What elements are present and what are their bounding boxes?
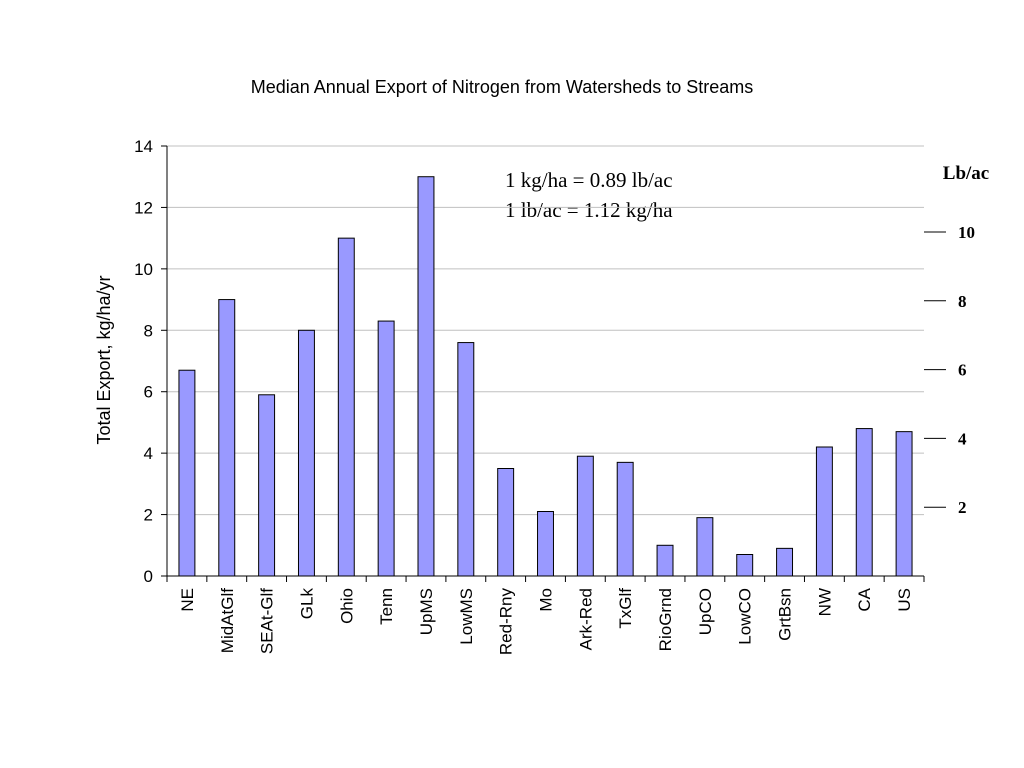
bar xyxy=(377,320,395,577)
y-axis-label: Total Export, kg/ha/yr xyxy=(94,275,114,444)
x-tick-label: Tenn xyxy=(377,588,396,625)
axes xyxy=(161,145,925,582)
x-tick-label: UpMS xyxy=(417,588,436,635)
x-tick-label: Ark-Red xyxy=(576,588,595,650)
chart-title: Median Annual Export of Nitrogen from Wa… xyxy=(251,77,754,97)
x-tick-label: MidAtGlf xyxy=(218,588,237,653)
x-tick-label: LowMS xyxy=(457,588,476,645)
x-tick-label: RioGrnd xyxy=(656,588,675,651)
x-tick-label: GrtBsn xyxy=(776,588,795,641)
bar xyxy=(218,299,236,577)
y-tick-label: 6 xyxy=(144,383,153,402)
x-tick-label: SEAt-Glf xyxy=(258,588,277,654)
bar xyxy=(696,517,714,577)
bar xyxy=(616,461,634,577)
secondary-tick-label: 8 xyxy=(958,292,967,311)
y-tick-label: 4 xyxy=(144,444,153,463)
bars xyxy=(178,176,913,577)
bar xyxy=(855,428,873,577)
y-tick-label: 14 xyxy=(134,137,153,156)
bar xyxy=(457,342,475,577)
x-tick-label: NE xyxy=(178,588,197,612)
x-tick-label: CA xyxy=(855,587,874,611)
secondary-axis-label: Lb/ac xyxy=(943,163,989,184)
bar xyxy=(656,544,674,577)
x-tick-label: Ohio xyxy=(337,588,356,624)
x-tick-label: TxGlf xyxy=(616,588,635,629)
annotation-line-1: 1 kg/ha = 0.89 lb/ac xyxy=(505,168,673,192)
x-tick-label: LowCO xyxy=(736,588,755,645)
bar xyxy=(776,547,794,577)
bar xyxy=(258,394,276,577)
y-tick-label: 12 xyxy=(134,198,153,217)
bar xyxy=(576,455,594,577)
x-tick-label: NW xyxy=(815,588,834,616)
annotation-line-2: 1 lb/ac = 1.12 kg/ha xyxy=(505,198,673,222)
y-tick-label: 10 xyxy=(134,260,153,279)
x-tick-label: US xyxy=(895,588,914,612)
gridlines xyxy=(167,145,924,516)
bar xyxy=(417,176,435,577)
secondary-tick-label: 2 xyxy=(958,498,967,517)
tick-labels: 0 2 4 6 8 10 12 14 NE MidAtGlf SEAt-Glf GLk Ohio Tenn… xyxy=(134,137,914,655)
secondary-tick-label: 6 xyxy=(958,361,967,380)
x-tick-label: GLk xyxy=(297,588,316,620)
bar xyxy=(297,329,315,577)
x-tick-label: Red-Rny xyxy=(497,588,516,656)
secondary-axis: 2 4 6 8 10 xyxy=(924,223,975,517)
bar xyxy=(736,554,754,577)
y-tick-label: 0 xyxy=(144,567,153,586)
bar xyxy=(337,237,355,577)
secondary-tick-label: 10 xyxy=(958,223,975,242)
y-tick-label: 8 xyxy=(144,321,153,340)
secondary-tick-label: 4 xyxy=(958,429,967,448)
bar xyxy=(895,431,913,577)
bar xyxy=(815,446,833,577)
x-tick-label: Mo xyxy=(537,588,556,612)
bar xyxy=(537,511,554,577)
bar xyxy=(178,369,196,577)
y-tick-label: 2 xyxy=(144,506,153,525)
bar xyxy=(497,468,515,577)
x-tick-label: UpCO xyxy=(696,588,715,635)
